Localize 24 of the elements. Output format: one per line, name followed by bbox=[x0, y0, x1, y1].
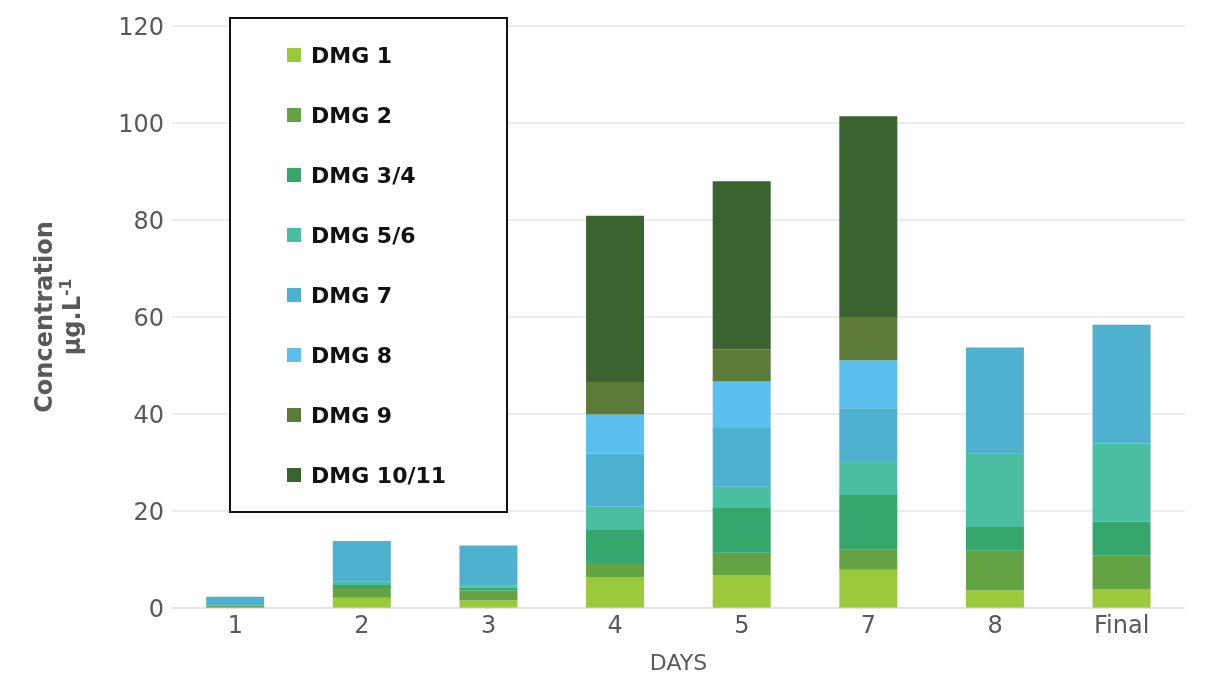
y-tick-label: 20 bbox=[133, 497, 164, 526]
legend-label: DMG 10/11 bbox=[311, 462, 447, 488]
x-tick-label: 1 bbox=[227, 611, 243, 640]
legend-label: DMG 3/4 bbox=[311, 162, 416, 188]
x-tick-label: 5 bbox=[734, 611, 750, 640]
legend-label: DMG 7 bbox=[311, 282, 393, 308]
legend-label: DMG 1 bbox=[311, 42, 393, 68]
y-tick-label: 120 bbox=[118, 12, 164, 41]
legend-label: DMG 9 bbox=[311, 402, 393, 428]
legend-label: DMG 5/6 bbox=[311, 222, 416, 248]
x-tick-label: 3 bbox=[480, 611, 497, 640]
x-tick-label: 4 bbox=[607, 611, 623, 640]
x-axis-title: DAYS bbox=[649, 650, 708, 675]
x-tick-label: 8 bbox=[987, 611, 1003, 640]
y-tick-label: 80 bbox=[133, 206, 164, 235]
x-tick-label: 2 bbox=[354, 611, 370, 640]
y-tick-label: 40 bbox=[133, 400, 164, 429]
legend-label: DMG 2 bbox=[311, 102, 393, 128]
x-tick-label: 7 bbox=[860, 611, 877, 640]
y-tick-label: 0 bbox=[148, 594, 164, 623]
x-tick-label: Final bbox=[1094, 611, 1150, 640]
y-tick-label: 60 bbox=[133, 303, 164, 332]
y-tick-label: 100 bbox=[118, 109, 164, 138]
legend-label: DMG 8 bbox=[311, 342, 393, 368]
